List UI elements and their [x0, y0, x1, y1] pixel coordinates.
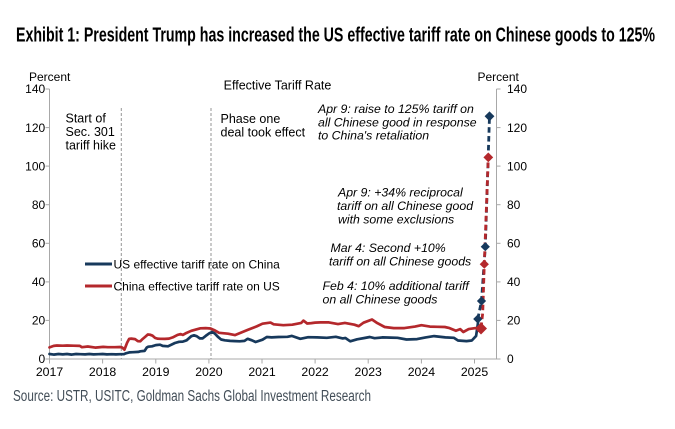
svg-text:Exhibit 1: President Trump has: Exhibit 1: President Trump has increased…: [16, 25, 655, 47]
svg-text:80: 80: [507, 198, 521, 212]
svg-text:60: 60: [32, 237, 46, 251]
svg-text:140: 140: [25, 82, 45, 96]
svg-text:2022: 2022: [301, 365, 329, 379]
svg-text:Apr 9: +34% reciprocal: Apr 9: +34% reciprocal: [337, 186, 464, 200]
svg-text:2024: 2024: [408, 365, 436, 379]
svg-text:2025: 2025: [461, 365, 489, 379]
svg-text:2020: 2020: [195, 365, 223, 379]
svg-text:deal took effect: deal took effect: [221, 126, 306, 140]
svg-text:Effective Tariff Rate: Effective Tariff Rate: [224, 79, 332, 93]
svg-text:40: 40: [32, 275, 46, 289]
svg-text:Source: USTR, USITC, Goldman S: Source: USTR, USITC, Goldman Sachs Globa…: [13, 388, 371, 405]
svg-text:Percent: Percent: [29, 70, 71, 84]
svg-text:Start of: Start of: [66, 112, 107, 126]
svg-text:Apr 9: raise to 125% tariff on: Apr 9: raise to 125% tariff on: [317, 102, 474, 116]
svg-text:20: 20: [507, 314, 521, 328]
svg-text:tariff on all Chinese goods: tariff on all Chinese goods: [329, 254, 471, 268]
svg-text:0: 0: [507, 352, 514, 366]
svg-text:to China's retaliation: to China's retaliation: [318, 129, 429, 143]
svg-text:120: 120: [25, 121, 45, 135]
svg-text:20: 20: [32, 314, 46, 328]
svg-text:2018: 2018: [89, 365, 117, 379]
svg-text:with some exclusions: with some exclusions: [338, 213, 454, 227]
svg-text:80: 80: [32, 198, 46, 212]
svg-text:US effective tariff rate on Ch: US effective tariff rate on China: [114, 257, 281, 271]
svg-text:2019: 2019: [142, 365, 170, 379]
svg-text:2023: 2023: [355, 365, 383, 379]
svg-text:60: 60: [507, 237, 521, 251]
svg-text:tariff on all Chinese good: tariff on all Chinese good: [337, 199, 474, 213]
svg-text:on all Chinese goods: on all Chinese goods: [323, 293, 438, 307]
svg-text:all Chinese good in response: all Chinese good in response: [318, 115, 477, 129]
svg-text:China effective tariff rate on: China effective tariff rate on US: [114, 279, 280, 293]
svg-text:2021: 2021: [248, 365, 276, 379]
svg-text:120: 120: [507, 121, 527, 135]
svg-text:40: 40: [507, 275, 521, 289]
svg-text:Mar 4: Second +10%: Mar 4: Second +10%: [331, 241, 446, 255]
svg-text:2017: 2017: [36, 365, 64, 379]
svg-text:140: 140: [507, 82, 527, 96]
svg-text:Feb 4: 10% additional tariff: Feb 4: 10% additional tariff: [323, 279, 471, 293]
svg-text:0: 0: [39, 352, 46, 366]
svg-text:100: 100: [25, 159, 45, 173]
svg-text:Phase one: Phase one: [221, 112, 281, 126]
svg-text:100: 100: [507, 159, 527, 173]
svg-text:tariff hike: tariff hike: [66, 139, 117, 153]
svg-text:Sec. 301: Sec. 301: [66, 125, 115, 139]
svg-text:Percent: Percent: [478, 70, 520, 84]
